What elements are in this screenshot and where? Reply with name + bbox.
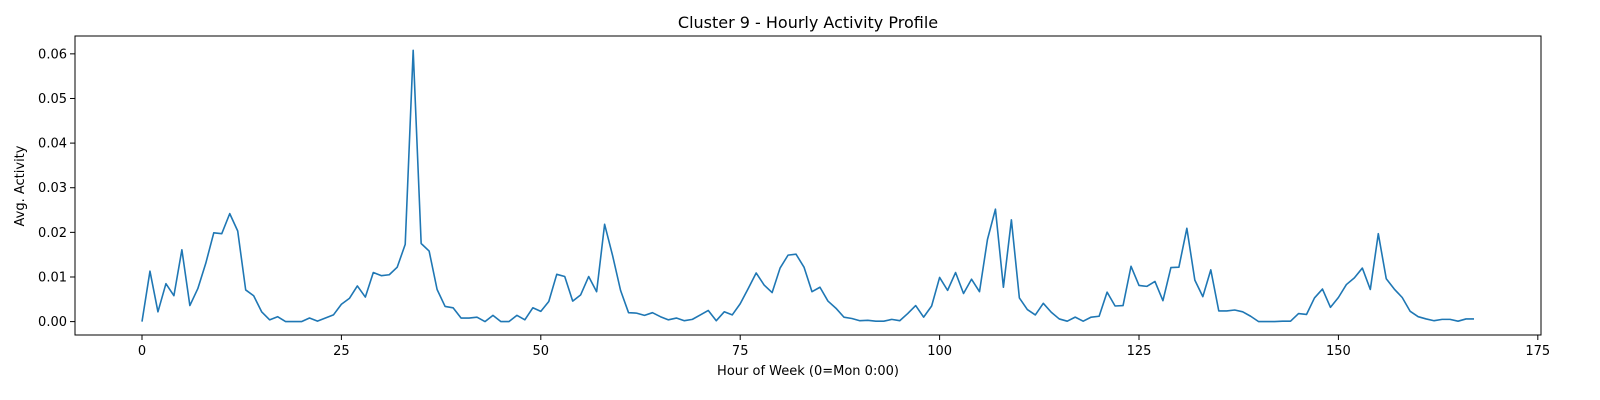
x-tick-label: 125 (1127, 344, 1152, 359)
x-axis-label: Hour of Week (0=Mon 0:00) (717, 364, 899, 379)
y-tick-label: 0.00 (38, 315, 67, 330)
y-tick-label: 0.04 (38, 137, 67, 152)
x-tick-label: 0 (138, 344, 146, 359)
y-tick-label: 0.05 (38, 92, 67, 107)
x-tick-label: 100 (927, 344, 952, 359)
y-axis-label: Avg. Activity (13, 145, 28, 226)
plot-area (141, 49, 1474, 323)
y-tick-label: 0.02 (38, 226, 67, 241)
y-axis: 0.00 0.01 0.02 0.03 0.04 0.05 0.06 (38, 47, 75, 330)
x-tick-label: 25 (333, 344, 350, 359)
chart-title: Cluster 9 - Hourly Activity Profile (678, 13, 938, 32)
series-line (141, 49, 1474, 323)
x-tick-label: 75 (732, 344, 749, 359)
x-tick-label: 150 (1326, 344, 1351, 359)
x-axis: 0 25 50 75 100 125 150 175 (138, 335, 1550, 359)
y-tick-label: 0.01 (38, 270, 67, 285)
y-tick-label: 0.06 (38, 47, 67, 62)
plot-frame (74, 35, 1542, 336)
x-tick-label: 50 (533, 344, 550, 359)
x-tick-label: 175 (1525, 344, 1550, 359)
y-tick-label: 0.03 (38, 181, 67, 196)
